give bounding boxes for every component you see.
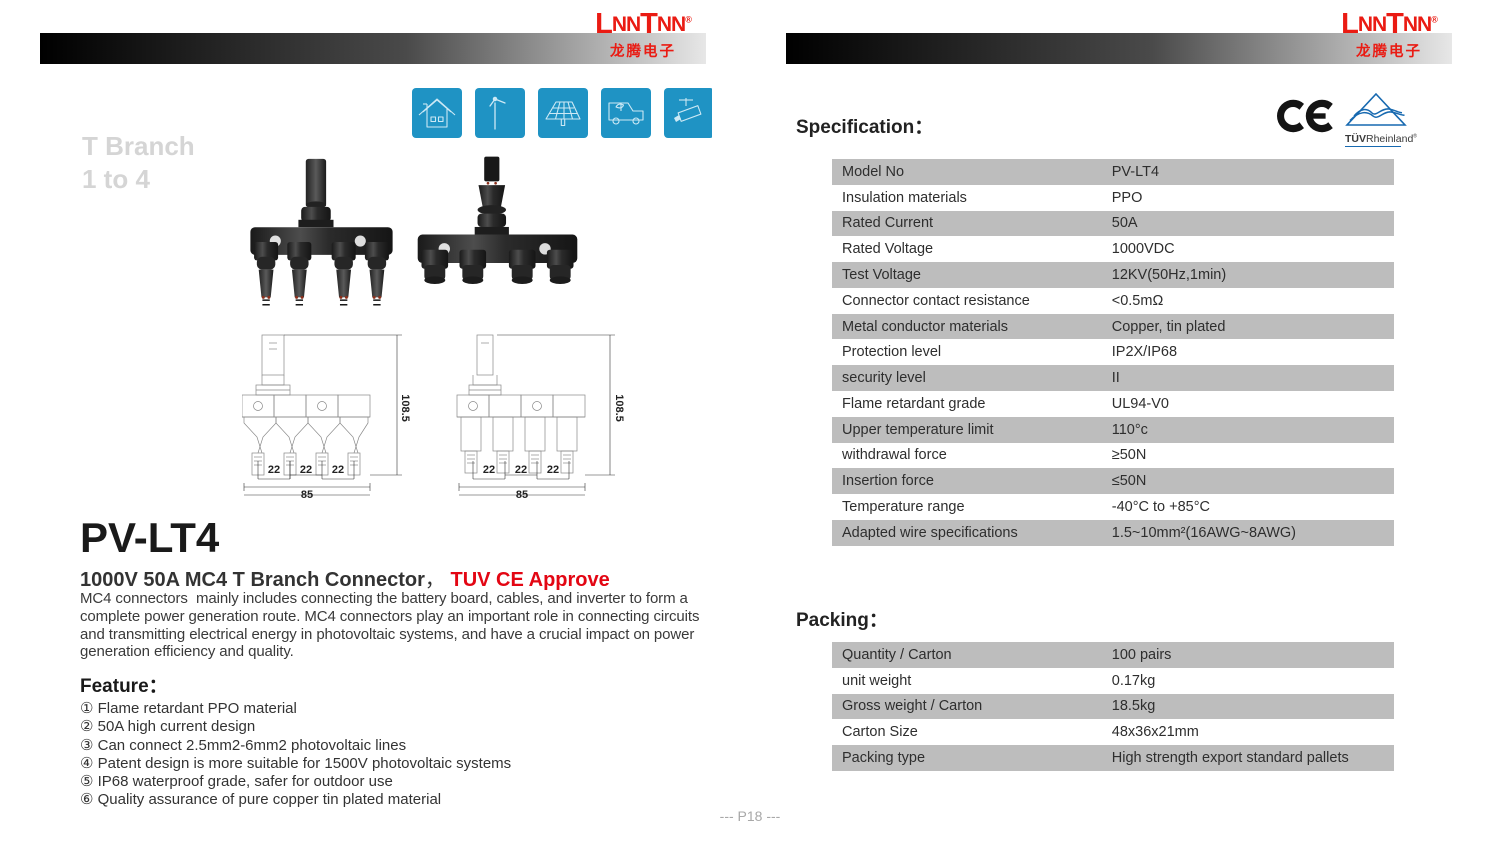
svg-text:22: 22 — [300, 464, 312, 476]
svg-text:22: 22 — [547, 464, 559, 476]
svg-text:108.5: 108.5 — [613, 394, 625, 422]
svg-text:85: 85 — [516, 489, 528, 501]
svg-text:22: 22 — [515, 464, 527, 476]
svg-text:22: 22 — [483, 464, 495, 476]
svg-text:22: 22 — [332, 464, 344, 476]
svg-text:85: 85 — [301, 489, 313, 501]
svg-text:22: 22 — [268, 464, 280, 476]
svg-text:108.5: 108.5 — [399, 394, 411, 422]
